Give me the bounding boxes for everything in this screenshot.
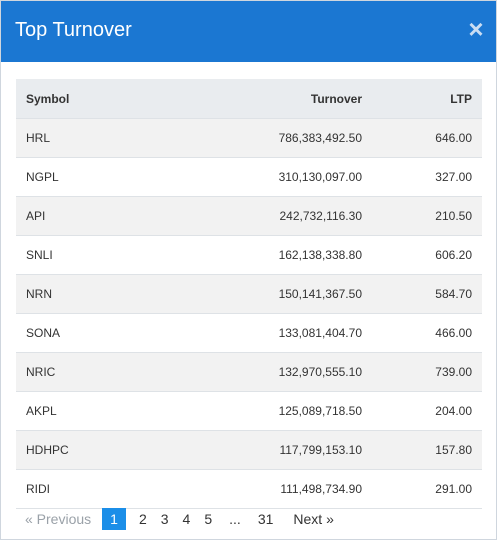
cell-ltp: 606.20 <box>372 235 482 275</box>
table-row: SNLI 162,138,338.80 606.20 <box>16 235 482 275</box>
cell-ltp: 584.70 <box>372 274 482 314</box>
column-header-turnover[interactable]: Turnover <box>196 79 372 119</box>
cell-ltp: 327.00 <box>372 157 482 197</box>
cell-symbol: NRIC <box>16 352 196 392</box>
pagination-ellipsis: ... <box>229 511 241 527</box>
cell-symbol: API <box>16 196 196 236</box>
table-row: SONA 133,081,404.70 466.00 <box>16 313 482 353</box>
cell-symbol: HRL <box>16 118 196 158</box>
turnover-table: Symbol Turnover LTP HRL 786,383,492.50 6… <box>16 79 482 509</box>
table-row: API 242,732,116.30 210.50 <box>16 196 482 236</box>
cell-ltp: 204.00 <box>372 391 482 431</box>
previous-page-button[interactable]: « Previous <box>25 511 92 527</box>
cell-turnover: 162,138,338.80 <box>196 235 372 275</box>
modal-header: Top Turnover × <box>1 1 496 62</box>
modal-title: Top Turnover <box>15 19 132 41</box>
table-row: RIDI 111,498,734.90 291.00 <box>16 469 482 509</box>
page-button-5[interactable]: 5 <box>204 511 213 527</box>
cell-ltp: 157.80 <box>372 430 482 470</box>
page-button-1[interactable]: 1 <box>102 508 126 530</box>
table-row: NRN 150,141,367.50 584.70 <box>16 274 482 314</box>
cell-turnover: 111,498,734.90 <box>196 469 372 509</box>
table-row: AKPL 125,089,718.50 204.00 <box>16 391 482 431</box>
cell-turnover: 786,383,492.50 <box>196 118 372 158</box>
table-row: NGPL 310,130,097.00 327.00 <box>16 157 482 197</box>
next-page-button[interactable]: Next » <box>293 511 334 527</box>
column-header-symbol[interactable]: Symbol <box>16 79 196 119</box>
cell-ltp: 739.00 <box>372 352 482 392</box>
cell-turnover: 133,081,404.70 <box>196 313 372 353</box>
cell-symbol: RIDI <box>16 469 196 509</box>
page-button-last[interactable]: 31 <box>257 511 274 527</box>
table-header-row: Symbol Turnover LTP <box>16 79 482 119</box>
cell-symbol: SONA <box>16 313 196 353</box>
cell-symbol: NRN <box>16 274 196 314</box>
table-row: HDHPC 117,799,153.10 157.80 <box>16 430 482 470</box>
pagination: « Previous 1 2 3 4 5 ... 31 Next » <box>18 508 341 530</box>
table-row: HRL 786,383,492.50 646.00 <box>16 118 482 158</box>
cell-symbol: SNLI <box>16 235 196 275</box>
page-button-3[interactable]: 3 <box>160 511 169 527</box>
cell-turnover: 310,130,097.00 <box>196 157 372 197</box>
cell-turnover: 150,141,367.50 <box>196 274 372 314</box>
page-button-2[interactable]: 2 <box>138 511 147 527</box>
cell-symbol: HDHPC <box>16 430 196 470</box>
table-row: NRIC 132,970,555.10 739.00 <box>16 352 482 392</box>
cell-ltp: 210.50 <box>372 196 482 236</box>
cell-symbol: NGPL <box>16 157 196 197</box>
cell-turnover: 117,799,153.10 <box>196 430 372 470</box>
cell-turnover: 242,732,116.30 <box>196 196 372 236</box>
cell-symbol: AKPL <box>16 391 196 431</box>
cell-ltp: 291.00 <box>372 469 482 509</box>
page-button-4[interactable]: 4 <box>182 511 191 527</box>
cell-ltp: 646.00 <box>372 118 482 158</box>
close-icon[interactable]: × <box>468 14 484 44</box>
cell-turnover: 132,970,555.10 <box>196 352 372 392</box>
column-header-ltp[interactable]: LTP <box>372 79 482 119</box>
cell-ltp: 466.00 <box>372 313 482 353</box>
cell-turnover: 125,089,718.50 <box>196 391 372 431</box>
